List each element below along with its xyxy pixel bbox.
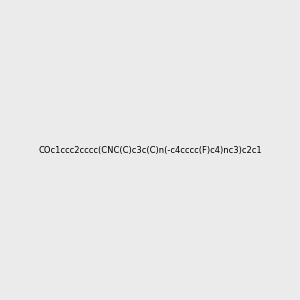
Text: COc1ccc2cccc(CNC(C)c3c(C)n(-c4cccc(F)c4)nc3)c2c1: COc1ccc2cccc(CNC(C)c3c(C)n(-c4cccc(F)c4)… <box>38 146 262 154</box>
